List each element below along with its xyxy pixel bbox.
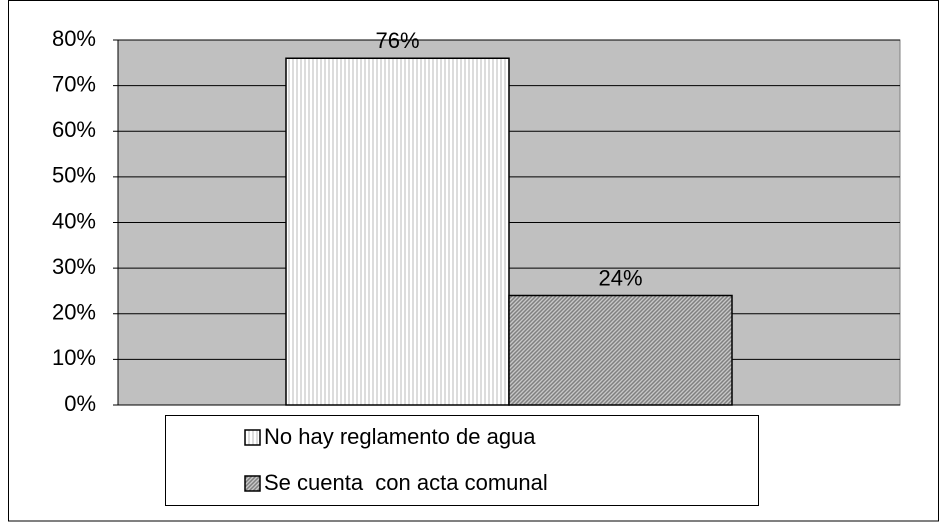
y-tick-label: 70%	[52, 71, 96, 96]
legend-box	[165, 415, 759, 506]
legend-label: Se cuenta con acta comunal	[264, 470, 548, 495]
data-label: 76%	[375, 28, 419, 53]
y-tick-label: 40%	[52, 208, 96, 233]
y-tick-label: 30%	[52, 254, 96, 279]
y-tick-label: 0%	[64, 391, 96, 416]
y-tick-label: 50%	[52, 163, 96, 188]
y-tick-label: 80%	[52, 26, 96, 51]
y-tick-label: 60%	[52, 117, 96, 142]
legend-label: No hay reglamento de agua	[264, 424, 536, 449]
bar	[285, 57, 510, 406]
bar	[508, 294, 733, 406]
legend-swatch	[244, 475, 261, 492]
legend-swatch	[244, 429, 261, 446]
data-label: 24%	[598, 265, 642, 290]
y-tick-label: 10%	[52, 345, 96, 370]
y-tick-label: 20%	[52, 300, 96, 325]
